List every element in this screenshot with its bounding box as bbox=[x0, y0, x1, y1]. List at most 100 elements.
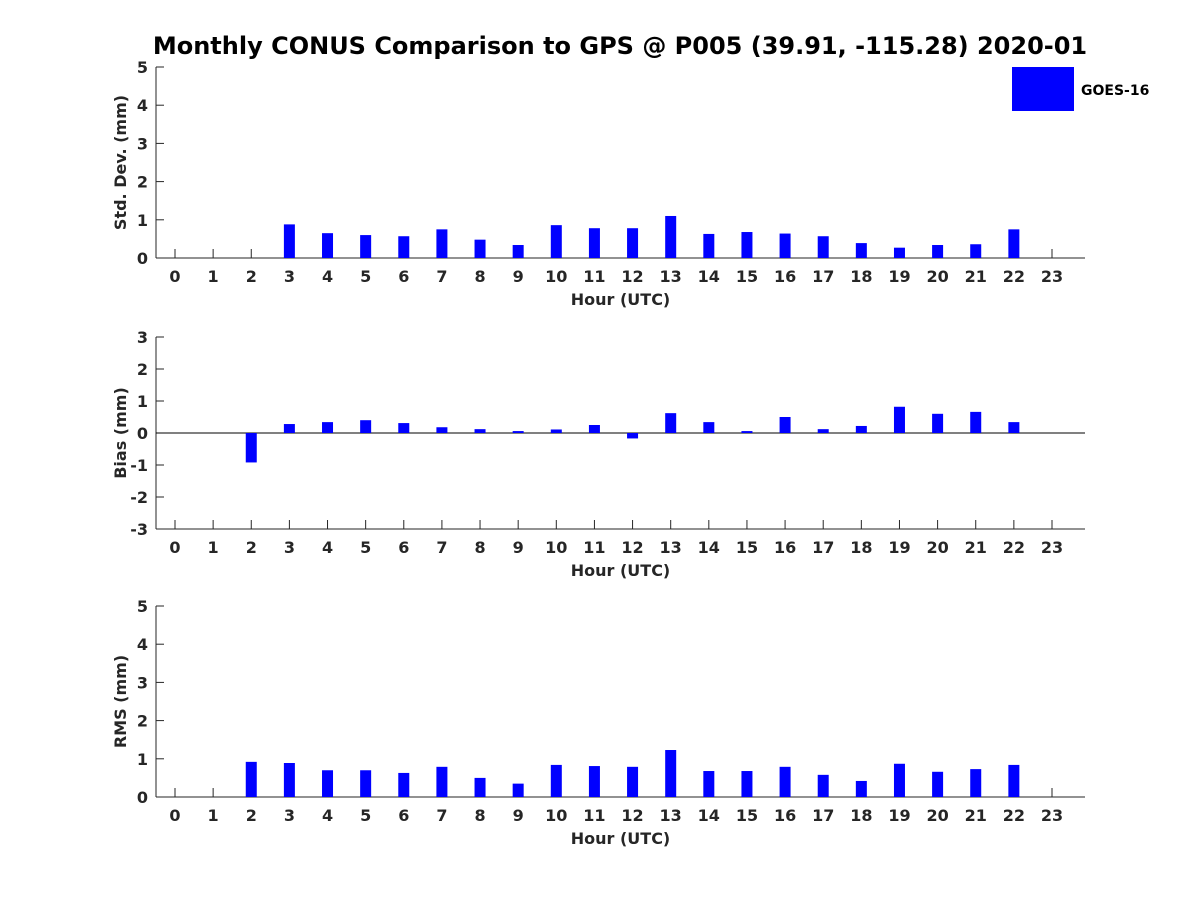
x-tick-label: 23 bbox=[1041, 806, 1063, 825]
x-tick-label: 22 bbox=[1003, 806, 1025, 825]
x-tick-label: 16 bbox=[774, 806, 796, 825]
bar-hour-5 bbox=[360, 420, 372, 433]
x-tick-label: 3 bbox=[284, 267, 295, 286]
y-tick-label: 3 bbox=[137, 673, 148, 692]
x-tick-label: 3 bbox=[284, 806, 295, 825]
x-tick-label: 17 bbox=[812, 267, 834, 286]
x-axis-label: Hour (UTC) bbox=[571, 290, 671, 309]
x-tick-label: 0 bbox=[169, 806, 180, 825]
x-tick-label: 2 bbox=[246, 267, 257, 286]
x-tick-label: 19 bbox=[888, 806, 910, 825]
y-axis-label: Bias (mm) bbox=[111, 387, 130, 479]
x-tick-label: 5 bbox=[360, 806, 371, 825]
bar-hour-4 bbox=[322, 233, 334, 258]
bar-hour-18 bbox=[855, 425, 867, 433]
y-tick-label: 1 bbox=[137, 392, 148, 411]
x-tick-label: 14 bbox=[698, 267, 720, 286]
x-tick-label: 16 bbox=[774, 538, 796, 557]
x-tick-label: 18 bbox=[850, 267, 872, 286]
bar-hour-10 bbox=[550, 225, 562, 258]
bar-hour-20 bbox=[932, 413, 944, 433]
legend: GOES-16 bbox=[1012, 67, 1149, 111]
bar-hour-12 bbox=[627, 766, 639, 797]
bar-hour-12 bbox=[627, 228, 639, 258]
x-tick-label: 7 bbox=[436, 806, 447, 825]
x-tick-label: 21 bbox=[965, 538, 987, 557]
bar-hour-3 bbox=[283, 424, 295, 433]
bar-hour-3 bbox=[283, 763, 295, 797]
x-tick-label: 18 bbox=[850, 538, 872, 557]
x-tick-label: 5 bbox=[360, 538, 371, 557]
x-tick-label: 1 bbox=[208, 538, 219, 557]
x-tick-label: 15 bbox=[736, 538, 758, 557]
x-tick-label: 20 bbox=[926, 267, 948, 286]
bar-hour-3 bbox=[283, 224, 295, 258]
x-tick-label: 7 bbox=[436, 538, 447, 557]
y-tick-label: -3 bbox=[130, 520, 148, 539]
x-tick-label: 10 bbox=[545, 267, 567, 286]
bar-hour-14 bbox=[703, 233, 715, 258]
bar-hour-6 bbox=[398, 423, 410, 433]
x-tick-label: 22 bbox=[1003, 267, 1025, 286]
x-tick-label: 8 bbox=[474, 267, 485, 286]
bar-hour-22 bbox=[1008, 229, 1020, 258]
bar-hour-16 bbox=[779, 766, 791, 797]
y-tick-label: 4 bbox=[137, 96, 148, 115]
bar-hour-10 bbox=[550, 764, 562, 797]
bar-hour-11 bbox=[588, 228, 600, 258]
x-tick-label: 2 bbox=[246, 806, 257, 825]
x-tick-label: 17 bbox=[812, 806, 834, 825]
x-tick-label: 20 bbox=[926, 538, 948, 557]
bar-hour-21 bbox=[970, 769, 982, 797]
y-tick-label: 2 bbox=[137, 712, 148, 731]
x-tick-label: 11 bbox=[583, 806, 605, 825]
x-tick-label: 13 bbox=[660, 806, 682, 825]
bar-hour-16 bbox=[779, 233, 791, 258]
x-tick-label: 10 bbox=[545, 538, 567, 557]
x-tick-label: 17 bbox=[812, 538, 834, 557]
x-tick-label: 11 bbox=[583, 538, 605, 557]
chart-title: Monthly CONUS Comparison to GPS @ P005 (… bbox=[153, 32, 1087, 60]
x-tick-label: 21 bbox=[965, 267, 987, 286]
x-tick-label: 8 bbox=[474, 806, 485, 825]
y-tick-label: 1 bbox=[137, 750, 148, 769]
bar-hour-16 bbox=[779, 417, 791, 433]
x-tick-label: 7 bbox=[436, 267, 447, 286]
y-axis-label: Std. Dev. (mm) bbox=[111, 95, 130, 230]
bar-hour-9 bbox=[512, 783, 524, 797]
y-tick-label: 0 bbox=[137, 788, 148, 807]
bar-hour-7 bbox=[436, 427, 448, 433]
bar-hour-9 bbox=[512, 245, 524, 258]
y-tick-label: 3 bbox=[137, 134, 148, 153]
x-tick-label: 12 bbox=[621, 538, 643, 557]
bar-hour-8 bbox=[474, 777, 486, 797]
bar-hour-20 bbox=[932, 245, 944, 258]
x-tick-label: 6 bbox=[398, 538, 409, 557]
y-tick-label: -1 bbox=[130, 456, 148, 475]
y-axis-label: RMS (mm) bbox=[111, 655, 130, 748]
y-tick-label: 0 bbox=[137, 249, 148, 268]
x-tick-label: 6 bbox=[398, 806, 409, 825]
legend-label: GOES-16 bbox=[1081, 83, 1149, 99]
bar-hour-19 bbox=[893, 406, 905, 433]
x-tick-label: 1 bbox=[208, 267, 219, 286]
bar-hour-2 bbox=[245, 761, 257, 797]
y-tick-label: 5 bbox=[137, 597, 148, 616]
bar-hour-18 bbox=[855, 780, 867, 797]
x-axis-label: Hour (UTC) bbox=[571, 561, 671, 580]
x-tick-label: 14 bbox=[698, 806, 720, 825]
bar-hour-14 bbox=[703, 771, 715, 797]
legend-swatch bbox=[1012, 67, 1074, 111]
bar-hour-2 bbox=[245, 433, 257, 463]
x-tick-label: 3 bbox=[284, 538, 295, 557]
bar-hour-19 bbox=[893, 247, 905, 258]
x-tick-label: 5 bbox=[360, 267, 371, 286]
bar-hour-10 bbox=[550, 429, 562, 433]
x-tick-label: 8 bbox=[474, 538, 485, 557]
bar-hour-4 bbox=[322, 770, 334, 797]
x-tick-label: 9 bbox=[513, 806, 524, 825]
x-tick-label: 11 bbox=[583, 267, 605, 286]
bar-hour-14 bbox=[703, 422, 715, 433]
